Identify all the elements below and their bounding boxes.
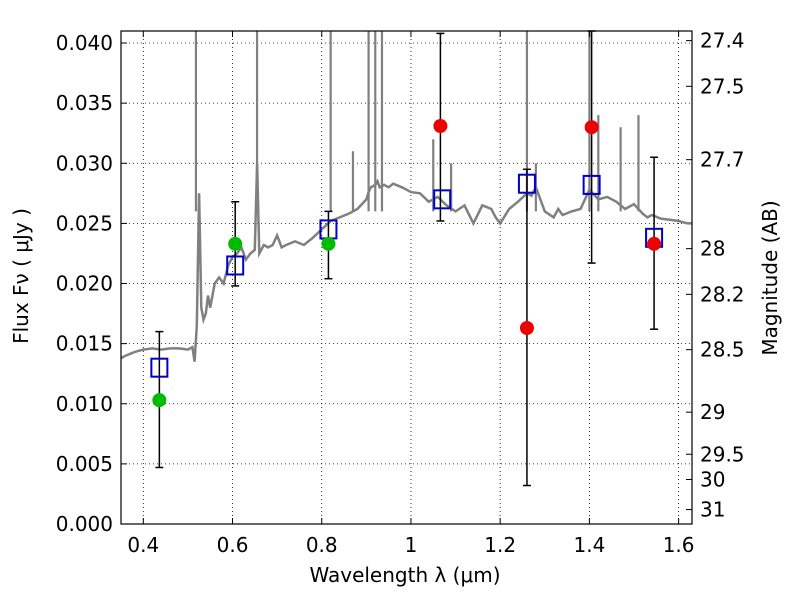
y2-axis-label: Magnitude (AB) xyxy=(758,200,782,355)
x-tick-label: 0.4 xyxy=(127,533,159,557)
y2-tick-label: 29 xyxy=(700,400,725,424)
measurement-point-green xyxy=(228,236,243,251)
marks-layer xyxy=(150,30,664,487)
y2-tick-label: 28.5 xyxy=(700,338,745,362)
y-tick-label: 0.015 xyxy=(56,332,113,356)
model-spectrum-line xyxy=(121,163,692,362)
y2-tick-label: 27.5 xyxy=(700,74,745,98)
measurement-point-red xyxy=(433,118,448,133)
x-tick-label: 1.4 xyxy=(573,533,605,557)
y-tick-label: 0.010 xyxy=(56,392,113,416)
x-tick-label: 1.6 xyxy=(663,533,695,557)
model-photometry-square xyxy=(582,174,601,195)
y-tick-label: 0.030 xyxy=(56,151,113,175)
y2-tick-label: 28 xyxy=(700,237,725,261)
grid-lines xyxy=(121,31,692,525)
y2-tick-label: 29.5 xyxy=(700,442,745,466)
y-tick-label: 0.035 xyxy=(56,91,113,115)
spectrum-layer xyxy=(121,31,692,362)
y2-tick-label: 30 xyxy=(700,468,725,492)
x-axis-label: Wavelength λ (μm) xyxy=(309,563,500,587)
plot-frame xyxy=(120,30,693,525)
y-tick-label: 0.040 xyxy=(56,31,113,55)
measurement-point-red xyxy=(647,236,662,251)
y2-tick-label: 28.2 xyxy=(700,282,745,306)
y-tick-label: 0.020 xyxy=(56,272,113,296)
model-photometry-square xyxy=(226,255,245,276)
model-photometry-square xyxy=(433,189,452,210)
x-tick-label: 1.2 xyxy=(484,533,516,557)
y-tick-label: 0.005 xyxy=(56,452,113,476)
model-photometry-square xyxy=(517,173,536,194)
y2-tick-label: 27.4 xyxy=(700,29,745,53)
model-photometry-square xyxy=(150,357,169,378)
y2-tick-label: 31 xyxy=(700,498,725,522)
x-tick-label: 1 xyxy=(405,533,418,557)
y-tick-label: 0.000 xyxy=(56,512,113,536)
x-tick-label: 0.8 xyxy=(306,533,338,557)
y2-tick-label: 27.7 xyxy=(700,148,745,172)
measurement-point-green xyxy=(321,236,336,251)
measurement-point-red xyxy=(519,321,534,336)
y-axis-label: Flux Fν ( μJy ) xyxy=(9,208,33,344)
measurement-point-green xyxy=(152,393,167,408)
x-tick-label: 0.6 xyxy=(217,533,249,557)
axes-layer: 0.4 0.6 0.8 1 1.2 1.4 1.6 0.000 0.005 0.010 0.015 0… xyxy=(56,29,745,557)
measurement-point-red xyxy=(584,120,599,135)
y-tick-label: 0.025 xyxy=(56,211,113,235)
